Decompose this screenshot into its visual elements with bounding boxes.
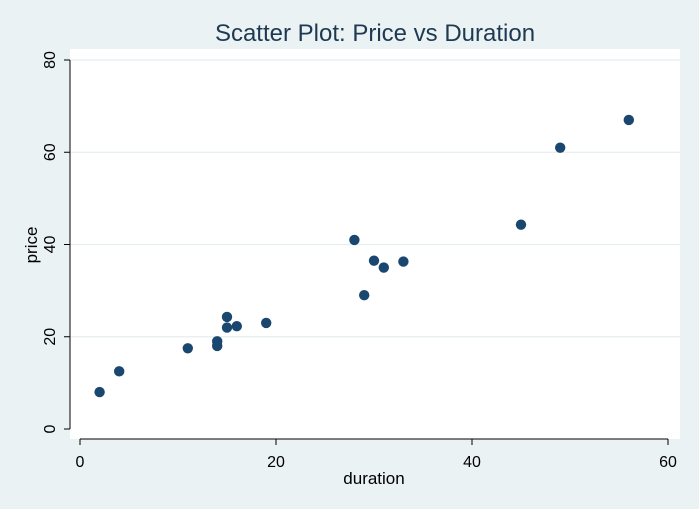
scatter-point-13 xyxy=(378,262,389,273)
scatter-point-12 xyxy=(368,255,380,266)
grid-lines xyxy=(71,59,680,338)
x-tick-label-0: 0 xyxy=(76,454,85,471)
scatter-point-2 xyxy=(114,366,125,377)
y-tick-label-0: 0 xyxy=(42,424,59,433)
x-tick-label-20: 20 xyxy=(267,454,285,471)
x-tick-label-40: 40 xyxy=(463,454,481,471)
scatter-point-9 xyxy=(261,317,272,329)
y-tick-label-60: 60 xyxy=(42,143,59,161)
scatter-point-11 xyxy=(359,290,370,301)
scatter-point-16 xyxy=(555,142,566,153)
tick-labels: 0 20 40 60 80 0 20 40 60 xyxy=(42,51,677,471)
scatter-point-6 xyxy=(221,311,233,323)
chart-title: Scatter Plot: Price vs Duration xyxy=(215,20,535,47)
scatter-point-15 xyxy=(515,219,527,230)
scatter-point-14 xyxy=(398,256,409,267)
scatter-point-7 xyxy=(221,322,233,333)
data-points xyxy=(94,114,634,398)
x-tick-label-60: 60 xyxy=(659,454,677,471)
scatter-point-5 xyxy=(212,336,223,347)
y-axis-title: price xyxy=(22,227,41,264)
y-tick-label-20: 20 xyxy=(42,328,59,346)
x-axis-title: duration xyxy=(343,469,404,488)
axes xyxy=(64,59,669,445)
scatter-point-10 xyxy=(349,234,360,246)
y-tick-label-80: 80 xyxy=(42,51,59,69)
y-tick-label-40: 40 xyxy=(42,236,59,254)
scatter-point-8 xyxy=(231,320,242,332)
scatter-point-1 xyxy=(94,386,105,398)
scatter-point-17 xyxy=(623,114,634,126)
scatter-point-3 xyxy=(182,343,193,354)
